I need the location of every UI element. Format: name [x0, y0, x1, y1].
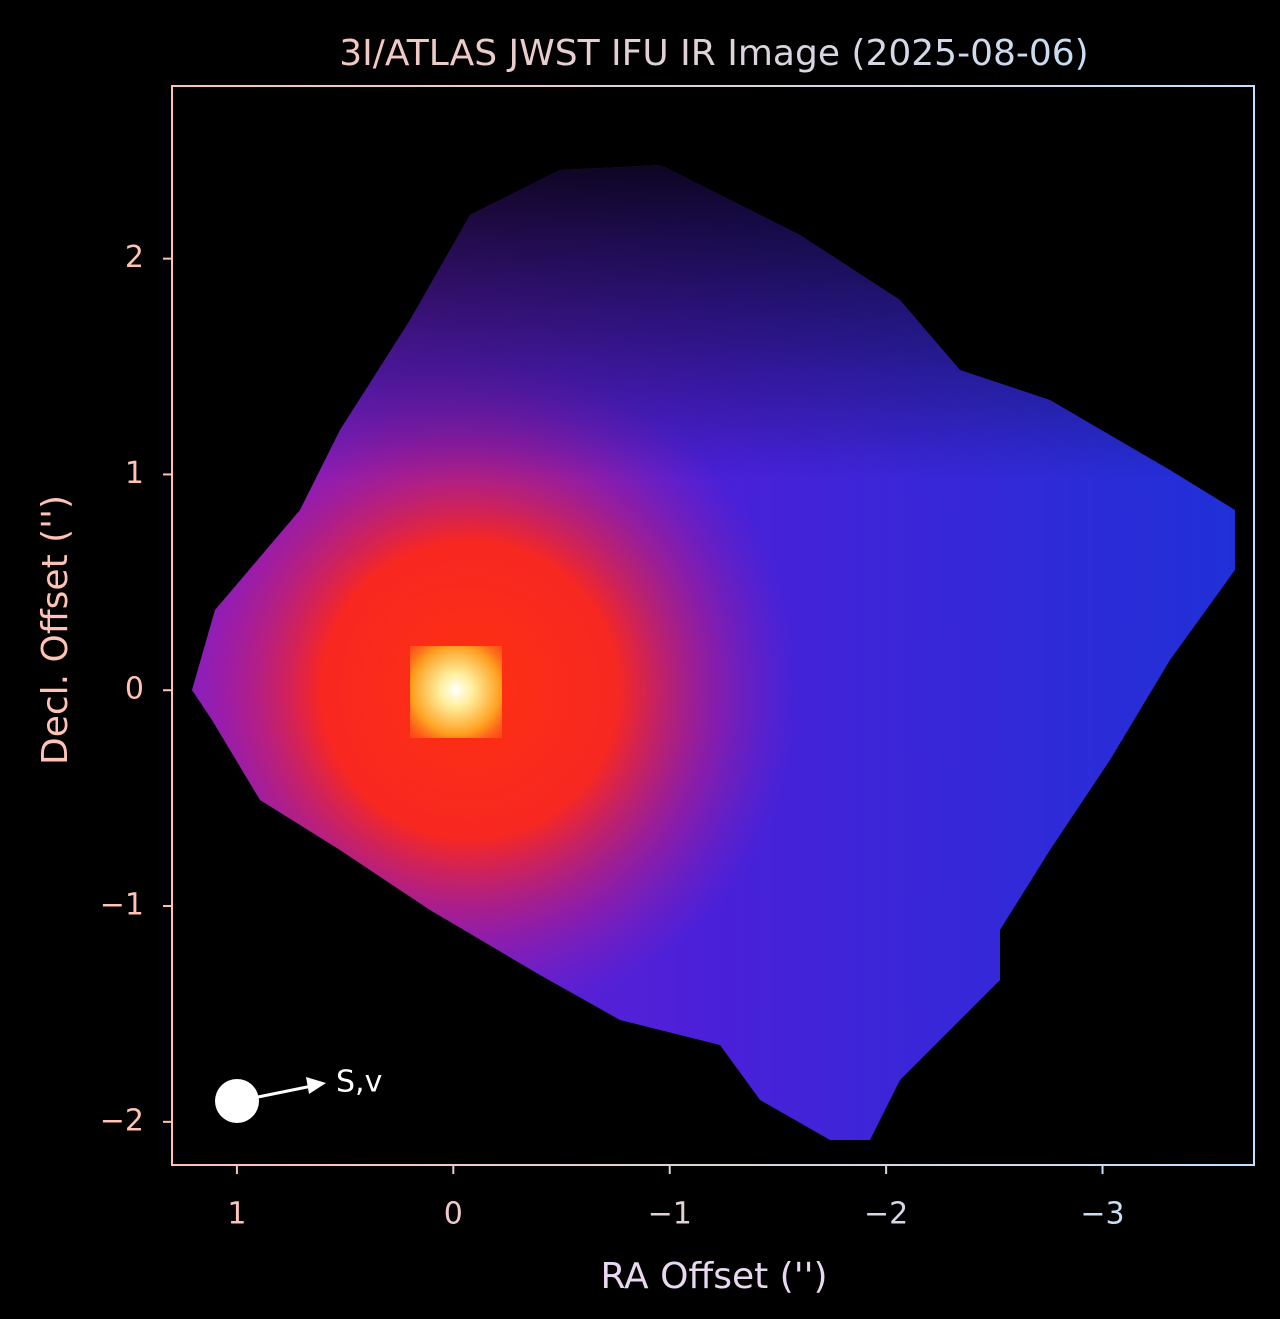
image-core [410, 646, 502, 738]
x-tick-label: 1 [227, 1197, 246, 1232]
x-tick-label: −3 [1080, 1197, 1124, 1232]
y-tick-label: 2 [125, 240, 144, 275]
axes-frame [171, 85, 1255, 1166]
chart-title: 3I/ATLAS JWST IFU IR Image (2025-08-06) [339, 33, 1088, 74]
x-axis-label: RA Offset ('') [600, 1256, 827, 1297]
y-tick-label: −1 [100, 888, 144, 923]
arrow-head [306, 1077, 326, 1094]
x-tick-label: −2 [864, 1197, 908, 1232]
x-tick-label: 0 [444, 1197, 463, 1232]
annotation: S,v [336, 1065, 382, 1100]
y-tick-label: 1 [125, 456, 144, 491]
x-tick-label: −1 [648, 1197, 692, 1232]
velocity-marker: S,v [215, 1065, 382, 1123]
nucleus-marker [215, 1079, 259, 1123]
arrow-shaft [257, 1084, 313, 1099]
y-tick-label: −2 [100, 1103, 144, 1138]
y-tick-label: 0 [125, 672, 144, 707]
y-axis-label: Decl. Offset ('') [35, 495, 76, 765]
